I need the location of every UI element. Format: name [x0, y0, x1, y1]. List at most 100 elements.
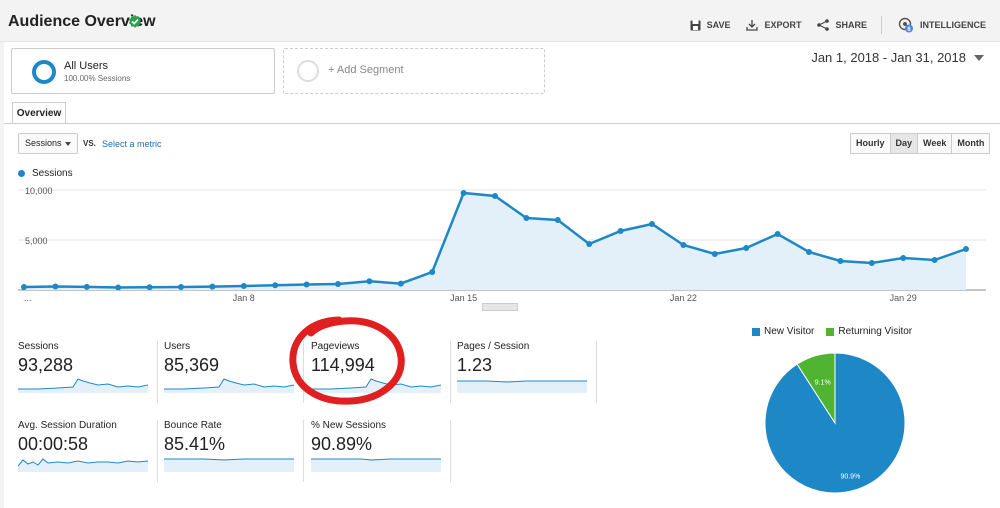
x-tick-label: Jan 29	[890, 293, 917, 303]
new-sessions-sparkline	[311, 458, 441, 472]
date-range-picker[interactable]: Jan 1, 2018 - Jan 31, 2018	[811, 50, 984, 65]
metric-tile-new-sessions[interactable]: % New Sessions 90.89%	[311, 420, 451, 482]
granularity-buttons: Hourly Day Week Month	[850, 133, 991, 154]
save-label: SAVE	[706, 20, 731, 30]
metric-tile-pages-per-session[interactable]: Pages / Session 1.23	[457, 341, 597, 403]
data-point[interactable]	[52, 283, 59, 290]
metric-value: 1.23	[457, 355, 493, 375]
data-point[interactable]	[806, 249, 812, 255]
visitor-pie-chart[interactable]: 90.9% 9.1%	[760, 348, 910, 498]
users-sparkline	[164, 378, 294, 393]
week-button[interactable]: Week	[917, 133, 953, 154]
add-segment-label: + Add Segment	[328, 64, 404, 76]
top-bar: Audience Overview SAVE EXPORT SHARE 6 IN…	[0, 0, 1000, 42]
save-button[interactable]: SAVE	[690, 20, 731, 31]
page-title: Audience Overview	[8, 13, 156, 30]
data-point[interactable]	[429, 269, 436, 275]
metric-label: Sessions	[18, 341, 59, 352]
segment-all-users[interactable]: All Users 100.00% Sessions	[11, 48, 275, 94]
pie-slice-label: 9.1%	[815, 379, 831, 386]
share-label: SHARE	[835, 20, 867, 30]
x-tick-label: Jan 8	[233, 293, 255, 303]
verified-check-icon	[129, 15, 141, 28]
metric-label: Pages / Session	[457, 341, 530, 352]
data-point[interactable]	[868, 260, 875, 266]
data-point[interactable]	[649, 221, 655, 227]
data-point[interactable]	[743, 245, 750, 251]
metric-value: 114,994	[311, 355, 375, 375]
metric-label: Pageviews	[311, 341, 360, 352]
data-point[interactable]	[146, 284, 153, 291]
add-segment-button[interactable]: + Add Segment	[283, 48, 545, 94]
date-range-label: Jan 1, 2018 - Jan 31, 2018	[811, 50, 966, 65]
data-point[interactable]	[335, 281, 341, 287]
pageviews-sparkline	[311, 378, 441, 393]
export-label: EXPORT	[764, 20, 802, 30]
month-button[interactable]: Month	[951, 133, 991, 154]
data-point[interactable]	[366, 278, 373, 285]
data-point[interactable]	[680, 242, 687, 248]
metric-value: 93,288	[18, 355, 74, 375]
data-point[interactable]	[586, 241, 593, 247]
metric-tile-sessions[interactable]: Sessions 93,288	[18, 341, 158, 403]
header-actions: SAVE EXPORT SHARE 6 INTELLIGENCE	[674, 16, 986, 34]
x-tick-label: ...	[24, 293, 32, 303]
sessions-chart[interactable]: 10,000 5,000... Jan 8 Jan 15 Jan 22 Jan 29	[18, 180, 986, 314]
metric-tile-avg-session-duration[interactable]: Avg. Session Duration 00:00:58	[18, 420, 158, 482]
metric-tile-users[interactable]: Users 85,369	[164, 341, 304, 403]
data-point[interactable]	[617, 228, 624, 234]
bounce-rate-sparkline	[164, 458, 294, 472]
data-point[interactable]	[303, 281, 310, 288]
intelligence-icon: 6	[898, 17, 913, 33]
data-point[interactable]	[178, 284, 184, 290]
data-point[interactable]	[711, 251, 718, 257]
metric-value: 00:00:58	[18, 434, 89, 454]
data-point[interactable]	[460, 190, 467, 196]
metric-value: 90.89%	[311, 434, 373, 454]
sessions-sparkline	[18, 378, 148, 393]
share-button[interactable]: SHARE	[817, 19, 867, 31]
day-button[interactable]: Day	[889, 133, 919, 154]
tab-overview[interactable]: Overview	[12, 102, 66, 124]
x-tick-label: Jan 15	[450, 293, 477, 303]
chevron-down-icon	[65, 142, 71, 146]
data-point[interactable]	[240, 283, 247, 289]
save-icon	[690, 20, 701, 30]
data-point[interactable]	[397, 280, 404, 287]
pie-legend-new: New Visitor	[764, 326, 815, 337]
returning-visitor-swatch	[826, 327, 835, 336]
data-point[interactable]	[931, 257, 938, 263]
data-point[interactable]	[554, 217, 561, 223]
data-point[interactable]	[83, 283, 90, 290]
metric-label: Avg. Session Duration	[18, 420, 117, 431]
x-tick-label: Jan 22	[670, 293, 697, 303]
data-point[interactable]	[837, 258, 844, 264]
metric-tile-pageviews[interactable]: Pageviews 114,994	[311, 341, 451, 403]
intelligence-button[interactable]: 6 INTELLIGENCE	[898, 17, 986, 33]
data-point[interactable]	[900, 255, 907, 261]
intelligence-label: INTELLIGENCE	[919, 20, 986, 30]
metric-value: 85,369	[164, 355, 220, 375]
data-point[interactable]	[523, 215, 530, 221]
share-icon	[817, 19, 830, 31]
export-button[interactable]: EXPORT	[746, 19, 801, 31]
avg-duration-sparkline	[18, 458, 148, 472]
pie-slice[interactable]	[796, 352, 836, 425]
select-metric-link[interactable]: Select a metric	[102, 139, 162, 149]
data-point[interactable]	[963, 246, 969, 252]
y-tick-label: 5,000	[25, 236, 48, 246]
data-point[interactable]	[21, 284, 27, 290]
metric-select[interactable]: Sessions	[18, 133, 78, 154]
chart-resize-handle[interactable]	[482, 303, 518, 311]
data-point[interactable]	[774, 231, 781, 237]
pie-slice-label: 90.9%	[840, 473, 860, 480]
sessions-area	[24, 193, 966, 290]
data-point[interactable]	[492, 193, 498, 199]
hourly-button[interactable]: Hourly	[850, 133, 891, 154]
data-point[interactable]	[272, 282, 279, 289]
data-point[interactable]	[209, 283, 216, 290]
metric-value: 85.41%	[164, 434, 226, 454]
metric-tile-bounce-rate[interactable]: Bounce Rate 85.41%	[164, 420, 304, 482]
data-point[interactable]	[115, 284, 122, 291]
export-icon	[746, 20, 759, 31]
